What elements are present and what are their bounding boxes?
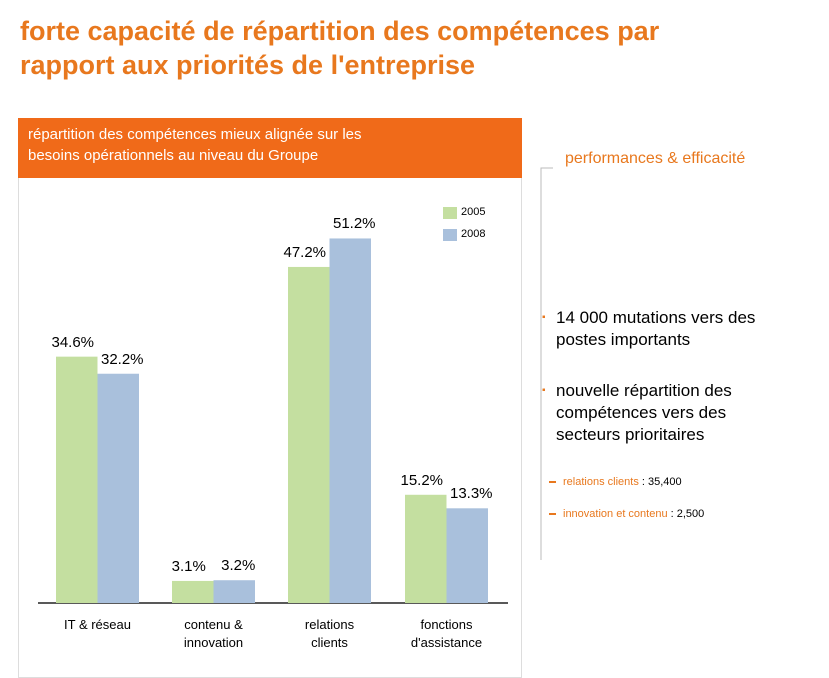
value-label: 15.2%	[400, 471, 444, 489]
bar	[446, 508, 488, 603]
x-tick-label: fonctions d'assistance	[410, 617, 483, 650]
bar	[97, 373, 139, 603]
bar	[213, 580, 255, 603]
value-label: 34.6%	[51, 333, 95, 351]
bar	[288, 266, 330, 603]
value-label: 13.3%	[449, 485, 493, 503]
dash	[549, 481, 556, 483]
sub-bullet-label: relations clients	[563, 476, 639, 488]
sub-bullet: innovation et contenu : 2,500	[549, 508, 705, 520]
sub-bullet-label: innovation et contenu	[563, 508, 668, 520]
value-label: 47.2%	[283, 243, 327, 261]
x-tick-label: contenu & innovation	[183, 617, 244, 650]
value-label: 51.2%	[332, 215, 376, 233]
bracket	[540, 167, 553, 560]
bullet: 14 000 mutations vers des postes importa…	[542, 307, 755, 351]
sub-bullet-value: : 2,500	[667, 508, 705, 520]
bar	[405, 494, 447, 603]
sub-bullet: relations clients : 35,400	[549, 476, 682, 488]
value-label: 3.2%	[221, 557, 256, 575]
dash	[549, 513, 556, 515]
bar	[329, 238, 371, 603]
x-tick-label: relations clients	[304, 617, 355, 650]
bullet: nouvelle répartition des compétences ver…	[542, 380, 732, 446]
value-label: 3.1%	[171, 557, 206, 575]
legend-swatch	[443, 229, 457, 241]
side-heading: performances & efficacité	[565, 150, 746, 167]
bar	[56, 356, 98, 603]
sub-bullet-value: : 35,400	[638, 476, 682, 488]
legend-label: 2005	[461, 206, 486, 218]
legend-label: 2008	[461, 228, 486, 240]
x-tick-label: IT & réseau	[64, 617, 131, 632]
slide-title: forte capacité de répartition des compét…	[20, 16, 660, 80]
value-label: 32.2%	[100, 350, 144, 368]
bar	[172, 580, 214, 603]
legend-swatch	[443, 207, 457, 219]
chart-title: répartition des compétences mieux aligné…	[18, 118, 522, 178]
